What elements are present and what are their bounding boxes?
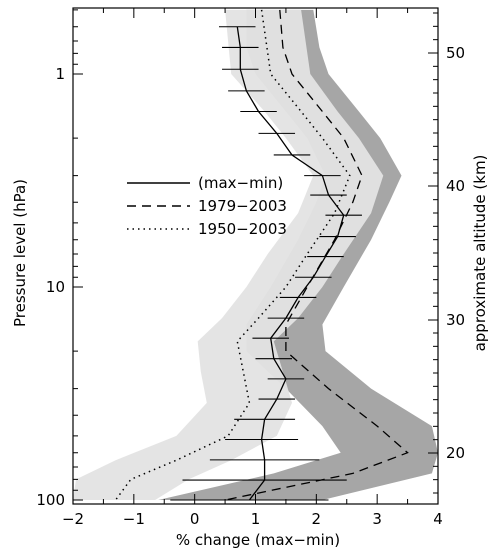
series-lines (114, 9, 409, 501)
y-tick-label: 1 (55, 65, 65, 83)
y-tick-label: 10 (46, 278, 65, 296)
axis-ticks (72, 8, 439, 504)
x-axis-title: % change (max−min) (176, 531, 340, 549)
y2-tick-label: 50 (446, 44, 465, 62)
legend-label-dotted: 1950−2003 (198, 220, 287, 238)
x-tick-label: 2 (312, 510, 322, 528)
x-tick-label: 3 (372, 510, 382, 528)
x-tick-label: −1 (123, 510, 145, 528)
uncertainty-bands (73, 9, 438, 501)
y2-tick-label: 40 (446, 177, 465, 195)
error-bars (170, 26, 362, 501)
legend-label-dashed: 1979−2003 (198, 197, 287, 215)
x-tick-label: 0 (190, 510, 200, 528)
y-tick-label: 100 (36, 491, 65, 509)
y2-tick-label: 20 (446, 444, 465, 462)
x-tick-label: 1 (251, 510, 261, 528)
x-tick-label: −2 (62, 510, 84, 528)
legend-label-solid: (max−min) (198, 174, 283, 192)
legend: (max−min) 1979−2003 1950−2003 (127, 174, 287, 238)
band-1950-2003 (73, 9, 384, 501)
axis-tick-labels: −2 −1 0 1 2 3 4 1 10 100 20 30 40 50 (36, 44, 465, 528)
y-axis-title: Pressure level (hPa) (11, 179, 29, 327)
y2-axis-title: approximate altitude (km) (471, 155, 489, 352)
y2-tick-label: 30 (446, 311, 465, 329)
line-max-min (236, 26, 345, 501)
x-tick-label: 4 (433, 510, 443, 528)
